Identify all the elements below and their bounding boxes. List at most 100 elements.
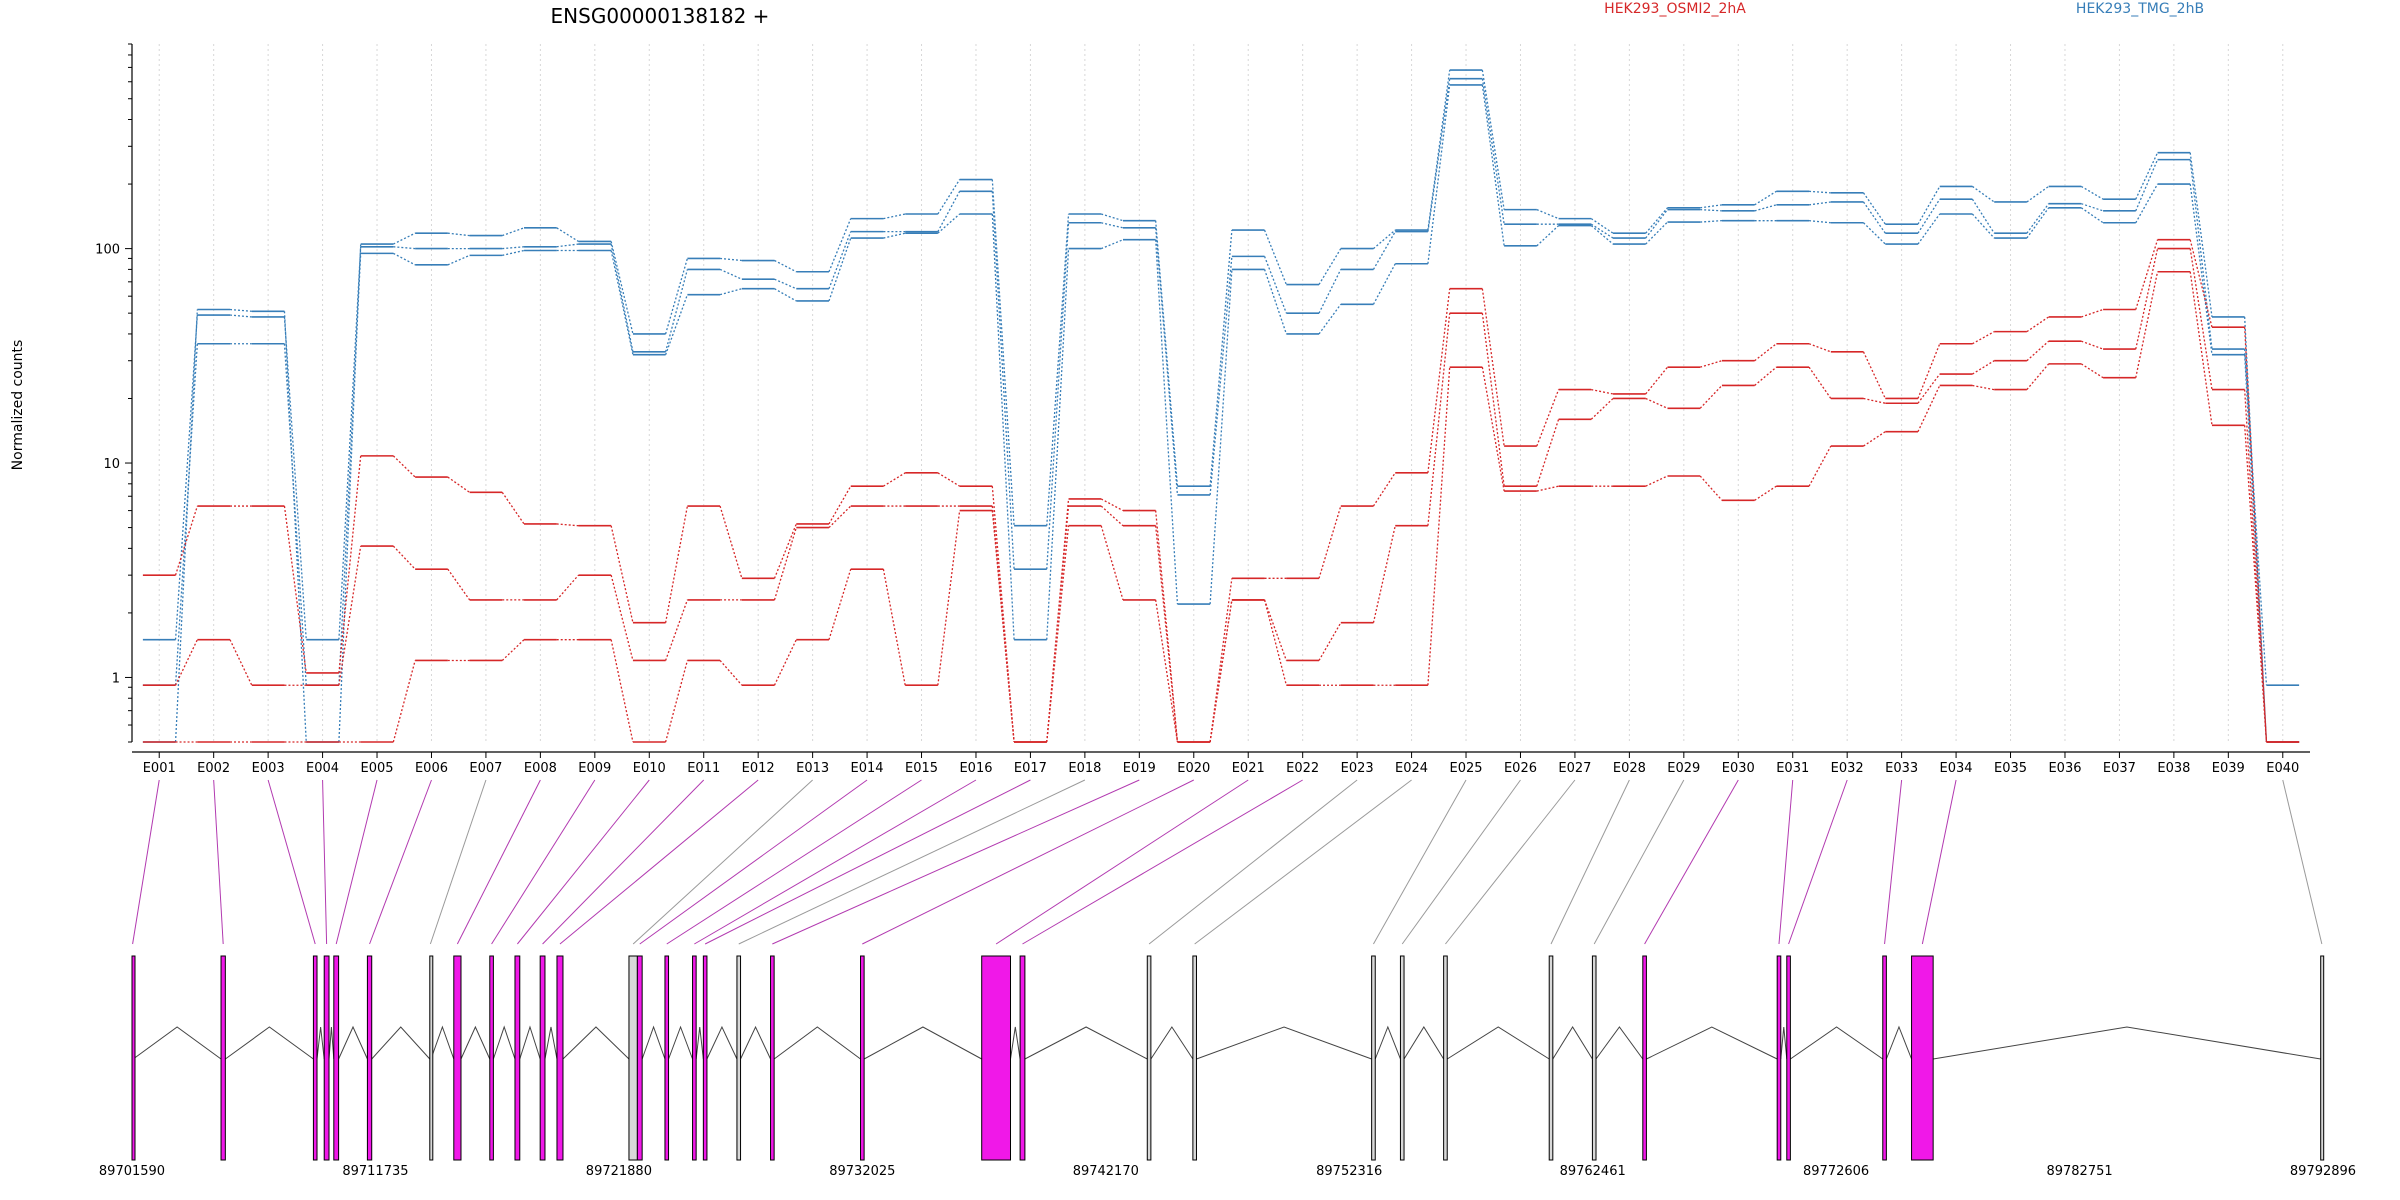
transition-line xyxy=(1809,190,1831,194)
intron-line xyxy=(1646,1026,1778,1060)
transition-line xyxy=(991,213,1015,640)
chart-title: ENSG00000138182 + xyxy=(551,4,770,28)
intron-line xyxy=(371,1026,431,1060)
exon-block-e023 xyxy=(1146,955,1152,1161)
transition-line xyxy=(1481,367,1505,492)
connector-e028 xyxy=(1550,779,1630,945)
x-tick-label-e034: E034 xyxy=(1940,761,1973,776)
exon-block-e027 xyxy=(1443,955,1448,1161)
transition-line xyxy=(1862,201,1886,234)
intron-line xyxy=(1780,1026,1788,1060)
x-tick-label-e033: E033 xyxy=(1885,761,1918,776)
transition-line xyxy=(1427,288,1451,473)
exon-block-e003 xyxy=(312,955,318,1161)
connector-e012 xyxy=(559,779,759,945)
transition-line xyxy=(2244,425,2268,743)
x-tick-label-e020: E020 xyxy=(1177,761,1210,776)
transition-line xyxy=(174,343,198,686)
exon-block-e019 xyxy=(770,955,775,1161)
transition-line xyxy=(2080,185,2104,200)
transition-line xyxy=(1263,229,1287,285)
transition-line xyxy=(2244,389,2268,743)
transition-line xyxy=(1754,190,1777,206)
x-tick-label-e025: E025 xyxy=(1450,761,1483,776)
transition-line xyxy=(1972,384,1995,391)
intron-line xyxy=(492,1025,516,1060)
exon-block-e026 xyxy=(1399,955,1405,1161)
transition-line xyxy=(1700,204,1723,209)
intron-line xyxy=(430,1025,455,1060)
x-tick-label-e002: E002 xyxy=(197,761,230,776)
x-tick-label-e015: E015 xyxy=(905,761,938,776)
transition-line xyxy=(393,246,416,250)
transition-line xyxy=(991,191,1015,570)
transition-line xyxy=(2080,363,2104,379)
intron-line xyxy=(740,1025,771,1060)
x-tick-label-e004: E004 xyxy=(306,761,339,776)
intron-line xyxy=(706,1025,738,1060)
transition-line xyxy=(1209,256,1233,495)
transition-line xyxy=(828,231,852,289)
x-tick-label-e018: E018 xyxy=(1068,761,1101,776)
transition-line xyxy=(773,523,797,579)
x-tick-label-e029: E029 xyxy=(1667,761,1700,776)
intron-line xyxy=(773,1026,861,1060)
transition-line xyxy=(1917,373,1941,404)
transition-line xyxy=(1427,313,1451,526)
x-tick-label-e003: E003 xyxy=(252,761,285,776)
transition-line xyxy=(1427,84,1451,264)
exon-block-e018 xyxy=(736,955,742,1161)
connector-e033 xyxy=(1884,779,1903,945)
transition-line xyxy=(937,213,961,234)
intron-line xyxy=(544,1026,558,1060)
transition-line xyxy=(1155,239,1179,605)
transition-line xyxy=(2189,271,2213,426)
transition-line xyxy=(392,660,416,743)
x-tick-label-e027: E027 xyxy=(1558,761,1591,776)
connector-e020 xyxy=(862,779,1194,945)
connector-e007 xyxy=(429,779,487,945)
transition-line xyxy=(2135,248,2159,350)
transition-line xyxy=(2135,159,2159,212)
transition-line xyxy=(392,545,416,570)
x-tick-label-e021: E021 xyxy=(1232,761,1265,776)
transition-line xyxy=(447,568,471,601)
connector-e024 xyxy=(1194,779,1412,945)
transition-line xyxy=(1046,505,1070,743)
x-tick-label-e011: E011 xyxy=(687,761,720,776)
transition-line xyxy=(1481,313,1505,487)
x-tick-label-e014: E014 xyxy=(851,761,884,776)
transition-line xyxy=(1101,213,1124,222)
exon-block-e007 xyxy=(429,955,434,1161)
transition-line xyxy=(774,288,797,302)
coordinate-label: 89701590 xyxy=(99,1164,165,1179)
transition-line xyxy=(1917,186,1941,225)
transition-line xyxy=(447,476,470,493)
transition-line xyxy=(1100,505,1124,527)
transition-line xyxy=(556,243,579,248)
exon-block-e008 xyxy=(453,955,462,1161)
transition-line xyxy=(1373,229,1396,250)
transition-line xyxy=(338,455,362,673)
transition-line xyxy=(1863,397,1886,404)
connector-e005 xyxy=(335,779,378,945)
transition-line xyxy=(2244,316,2268,743)
connector-e025 xyxy=(1373,779,1467,945)
transition-line xyxy=(1862,351,1886,399)
transition-line xyxy=(1046,213,1070,526)
transition-line xyxy=(338,244,362,743)
exon-block-e016 xyxy=(692,955,697,1161)
transition-line xyxy=(1481,288,1505,447)
transition-line xyxy=(1808,220,1831,224)
connector-e009 xyxy=(491,779,596,945)
transition-line xyxy=(610,241,634,335)
transition-line xyxy=(664,294,689,355)
x-tick-label-e009: E009 xyxy=(578,761,611,776)
transition-line xyxy=(1100,498,1124,512)
transition-line xyxy=(1209,269,1233,605)
transition-line xyxy=(2081,203,2104,212)
x-axis: E001 E002 E003 E004 E005 E006 E007 E008 E009 E010… xyxy=(132,751,2310,776)
transition-line xyxy=(502,246,525,250)
transition-line xyxy=(2081,308,2104,318)
